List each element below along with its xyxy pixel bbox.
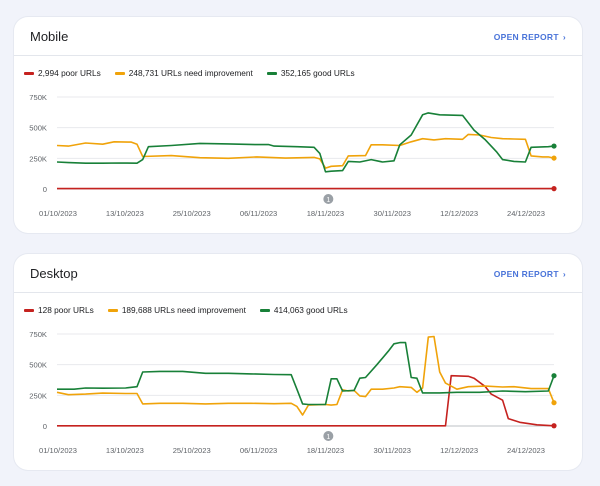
series-line [56,335,555,416]
desktop-legend: 128 poor URLs 189,688 URLs need improveme… [24,305,348,315]
annotation-marker[interactable] [323,194,334,204]
x-tick-label: 24/12/2023 [507,446,545,455]
y-tick-label: 750K [29,330,47,339]
x-tick-label: 13/10/2023 [106,209,144,218]
series-end-point[interactable] [551,155,557,161]
series-line [57,374,555,427]
mobile-open-report-button[interactable]: OPEN REPORT › [494,32,566,42]
x-tick-label: 13/10/2023 [106,446,144,455]
x-tick-label: 30/11/2023 [374,446,411,455]
x-tick-label: 06/11/2023 [240,209,277,218]
legend-swatch [107,308,118,312]
desktop-card: Desktop OPEN REPORT › 128 poor URLs 189,68… [14,254,582,470]
mobile-legend: 2,994 poor URLs 248,731 URLs need improve… [24,68,355,78]
legend-item[interactable]: 189,688 URLs need improvement [107,305,246,315]
annotation-label: 1 [326,434,330,441]
x-tick-label: 01/10/2023 [39,446,77,455]
legend-swatch [114,71,125,75]
x-tick-label: 25/10/2023 [173,209,211,218]
series-line [56,133,555,169]
x-tick-label: 12/12/2023 [440,446,478,455]
mobile-chart: 750K 500K 250K 0 01/10/2023 13/10/2023 25/10/2… [29,93,557,218]
y-tick-label: 750K [29,93,47,102]
series-end-point[interactable] [551,143,557,149]
y-tick-label: 250K [29,154,47,163]
y-tick-label: 0 [43,185,47,194]
y-tick-label: 500K [29,124,47,133]
x-tick-label: 01/10/2023 [39,209,77,218]
desktop-open-report-button[interactable]: OPEN REPORT › [494,269,566,279]
card-header: Mobile OPEN REPORT › [14,17,582,56]
legend-swatch [24,71,34,75]
legend-swatch [259,308,270,312]
legend-item[interactable]: 352,165 good URLs [266,68,355,78]
legend-item[interactable]: 414,063 good URLs [259,305,348,315]
open-report-label: OPEN REPORT [493,269,559,279]
legend-label: 2,994 poor URLs [38,68,101,78]
y-tick-label: 250K [29,391,47,400]
y-tick-label: 0 [43,422,47,431]
x-tick-label: 25/10/2023 [173,446,211,455]
legend-label: 414,063 good URLs [273,305,348,315]
card-header: Desktop OPEN REPORT › [14,254,582,293]
legend-label: 128 poor URLs [38,305,94,315]
x-tick-label: 12/12/2023 [440,209,478,218]
y-tick-label: 500K [29,361,47,370]
series-end-point[interactable] [551,400,557,406]
open-report-label: OPEN REPORT [493,32,559,42]
legend-item[interactable]: 128 poor URLs [24,305,94,315]
series-line [56,112,555,173]
desktop-title: Desktop [30,266,78,281]
x-tick-label: 18/11/2023 [307,446,344,455]
legend-swatch [24,308,34,312]
legend-label: 248,731 URLs need improvement [128,68,253,78]
x-tick-label: 30/11/2023 [374,209,411,218]
x-tick-label: 24/12/2023 [507,209,545,218]
legend-item[interactable]: 248,731 URLs need improvement [114,68,253,78]
mobile-title: Mobile [30,29,69,44]
series-end-point[interactable] [551,373,557,379]
series-end-point[interactable] [551,186,557,192]
annotation-marker[interactable] [323,431,334,441]
series-end-point[interactable] [551,423,557,429]
desktop-chart: 750K 500K 250K 0 01/10/2023 13/10/2023 25/10/2… [29,330,557,455]
chevron-right-icon: › [562,32,566,42]
mobile-card: Mobile OPEN REPORT › 2,994 poor URLs 248,7… [14,17,582,233]
chevron-right-icon: › [562,269,566,279]
legend-label: 189,688 URLs need improvement [121,305,246,315]
annotation-label: 1 [326,197,330,204]
x-tick-label: 06/11/2023 [240,446,277,455]
series-line [57,341,555,406]
x-tick-label: 18/11/2023 [307,209,344,218]
legend-swatch [266,71,277,75]
legend-label: 352,165 good URLs [280,68,355,78]
legend-item[interactable]: 2,994 poor URLs [24,68,101,78]
